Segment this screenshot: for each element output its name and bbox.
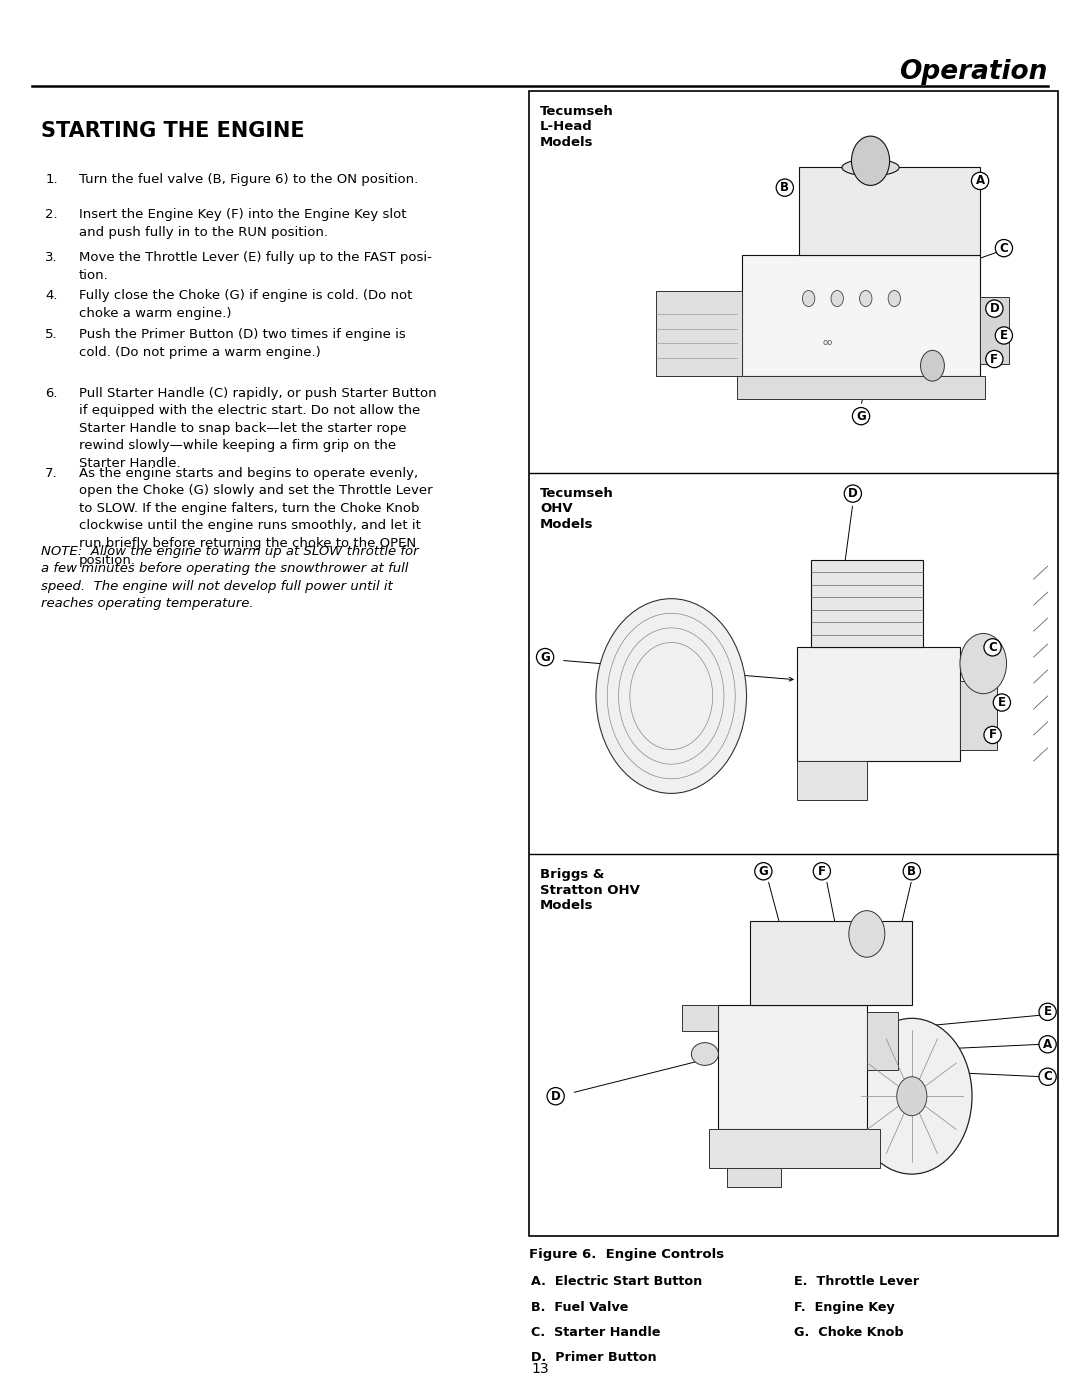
Circle shape	[960, 633, 1007, 694]
Text: Insert the Engine Key (F) into the Engine Key slot
and push fully in to the RUN : Insert the Engine Key (F) into the Engin…	[79, 208, 406, 239]
Bar	[797, 761, 867, 800]
Text: Pull Starter Handle (C) rapidly, or push Starter Button
if equipped with the ele: Pull Starter Handle (C) rapidly, or push…	[79, 387, 436, 469]
Text: B.  Fuel Valve: B. Fuel Valve	[531, 1301, 629, 1313]
Bar	[811, 560, 922, 647]
Bar	[710, 1129, 880, 1168]
Bar	[742, 254, 980, 376]
Text: 2.: 2.	[45, 208, 58, 221]
Bar	[738, 376, 985, 400]
Text: D: D	[989, 302, 999, 316]
Text: oo: oo	[823, 338, 833, 346]
Circle shape	[831, 291, 843, 306]
Bar	[797, 647, 960, 761]
Bar	[960, 682, 997, 750]
Text: E: E	[1043, 1006, 1052, 1018]
Text: Fully close the Choke (G) if engine is cold. (Do not
choke a warm engine.): Fully close the Choke (G) if engine is c…	[79, 289, 413, 320]
Text: G: G	[540, 651, 550, 664]
Text: C: C	[999, 242, 1009, 254]
Text: 4.: 4.	[45, 289, 58, 302]
Text: 13: 13	[531, 1362, 549, 1376]
Ellipse shape	[691, 1042, 718, 1066]
Text: 1.: 1.	[45, 173, 58, 186]
Circle shape	[852, 1018, 972, 1173]
Text: F: F	[818, 865, 826, 877]
Text: 5.: 5.	[45, 328, 58, 341]
Text: G: G	[856, 409, 866, 423]
Text: F: F	[990, 352, 998, 366]
Text: A: A	[975, 175, 985, 187]
Circle shape	[802, 291, 814, 306]
Text: F: F	[988, 728, 997, 742]
Text: Move the Throttle Lever (E) fully up to the FAST posi-
tion.: Move the Throttle Lever (E) fully up to …	[79, 251, 432, 282]
Text: 7.: 7.	[45, 467, 58, 479]
Text: A: A	[1043, 1038, 1052, 1051]
Text: E: E	[1000, 328, 1008, 342]
Text: 6.: 6.	[45, 387, 58, 400]
Bar	[728, 1168, 781, 1187]
Circle shape	[888, 291, 901, 306]
Circle shape	[851, 136, 890, 186]
Text: G.  Choke Knob: G. Choke Knob	[794, 1326, 904, 1338]
Text: C.  Starter Handle: C. Starter Handle	[531, 1326, 661, 1338]
Circle shape	[896, 1077, 927, 1116]
Text: Tecumseh
L-Head
Models: Tecumseh L-Head Models	[540, 105, 613, 148]
Text: B: B	[907, 865, 916, 877]
Circle shape	[860, 291, 872, 306]
Circle shape	[920, 351, 944, 381]
Text: E.  Throttle Lever: E. Throttle Lever	[794, 1275, 919, 1288]
Bar	[799, 168, 980, 254]
Bar	[750, 921, 912, 1006]
Text: D: D	[848, 488, 858, 500]
Bar	[718, 1006, 867, 1129]
Ellipse shape	[842, 159, 900, 176]
Text: Tecumseh
OHV
Models: Tecumseh OHV Models	[540, 486, 613, 531]
Text: Turn the fuel valve (B, Figure 6) to the ON position.: Turn the fuel valve (B, Figure 6) to the…	[79, 173, 418, 186]
Bar	[867, 1011, 899, 1070]
Text: B: B	[781, 182, 789, 194]
Text: As the engine starts and begins to operate evenly,
open the Choke (G) slowly and: As the engine starts and begins to opera…	[79, 467, 432, 567]
Bar	[529, 91, 1058, 1236]
Text: C: C	[1043, 1070, 1052, 1083]
Text: F.  Engine Key: F. Engine Key	[794, 1301, 894, 1313]
Text: A.  Electric Start Button: A. Electric Start Button	[531, 1275, 703, 1288]
Text: D.  Primer Button: D. Primer Button	[531, 1351, 657, 1363]
Text: D: D	[551, 1090, 561, 1102]
Text: 3.: 3.	[45, 251, 58, 264]
Text: Operation: Operation	[900, 59, 1048, 84]
Text: Figure 6.  Engine Controls: Figure 6. Engine Controls	[529, 1248, 725, 1260]
Text: E: E	[998, 696, 1005, 710]
Text: NOTE:  Allow the engine to warm up at SLOW throttle for
a few minutes before ope: NOTE: Allow the engine to warm up at SLO…	[41, 545, 419, 610]
Text: STARTING THE ENGINE: STARTING THE ENGINE	[41, 122, 305, 141]
Text: C: C	[988, 641, 997, 654]
Bar	[683, 1006, 718, 1031]
Text: Push the Primer Button (D) two times if engine is
cold. (Do not prime a warm eng: Push the Primer Button (D) two times if …	[79, 328, 406, 359]
Text: Briggs &
Stratton OHV
Models: Briggs & Stratton OHV Models	[540, 869, 639, 912]
Text: G: G	[758, 865, 768, 877]
Bar	[980, 298, 1009, 363]
Bar	[657, 291, 742, 376]
Circle shape	[596, 599, 746, 793]
Circle shape	[849, 911, 885, 957]
